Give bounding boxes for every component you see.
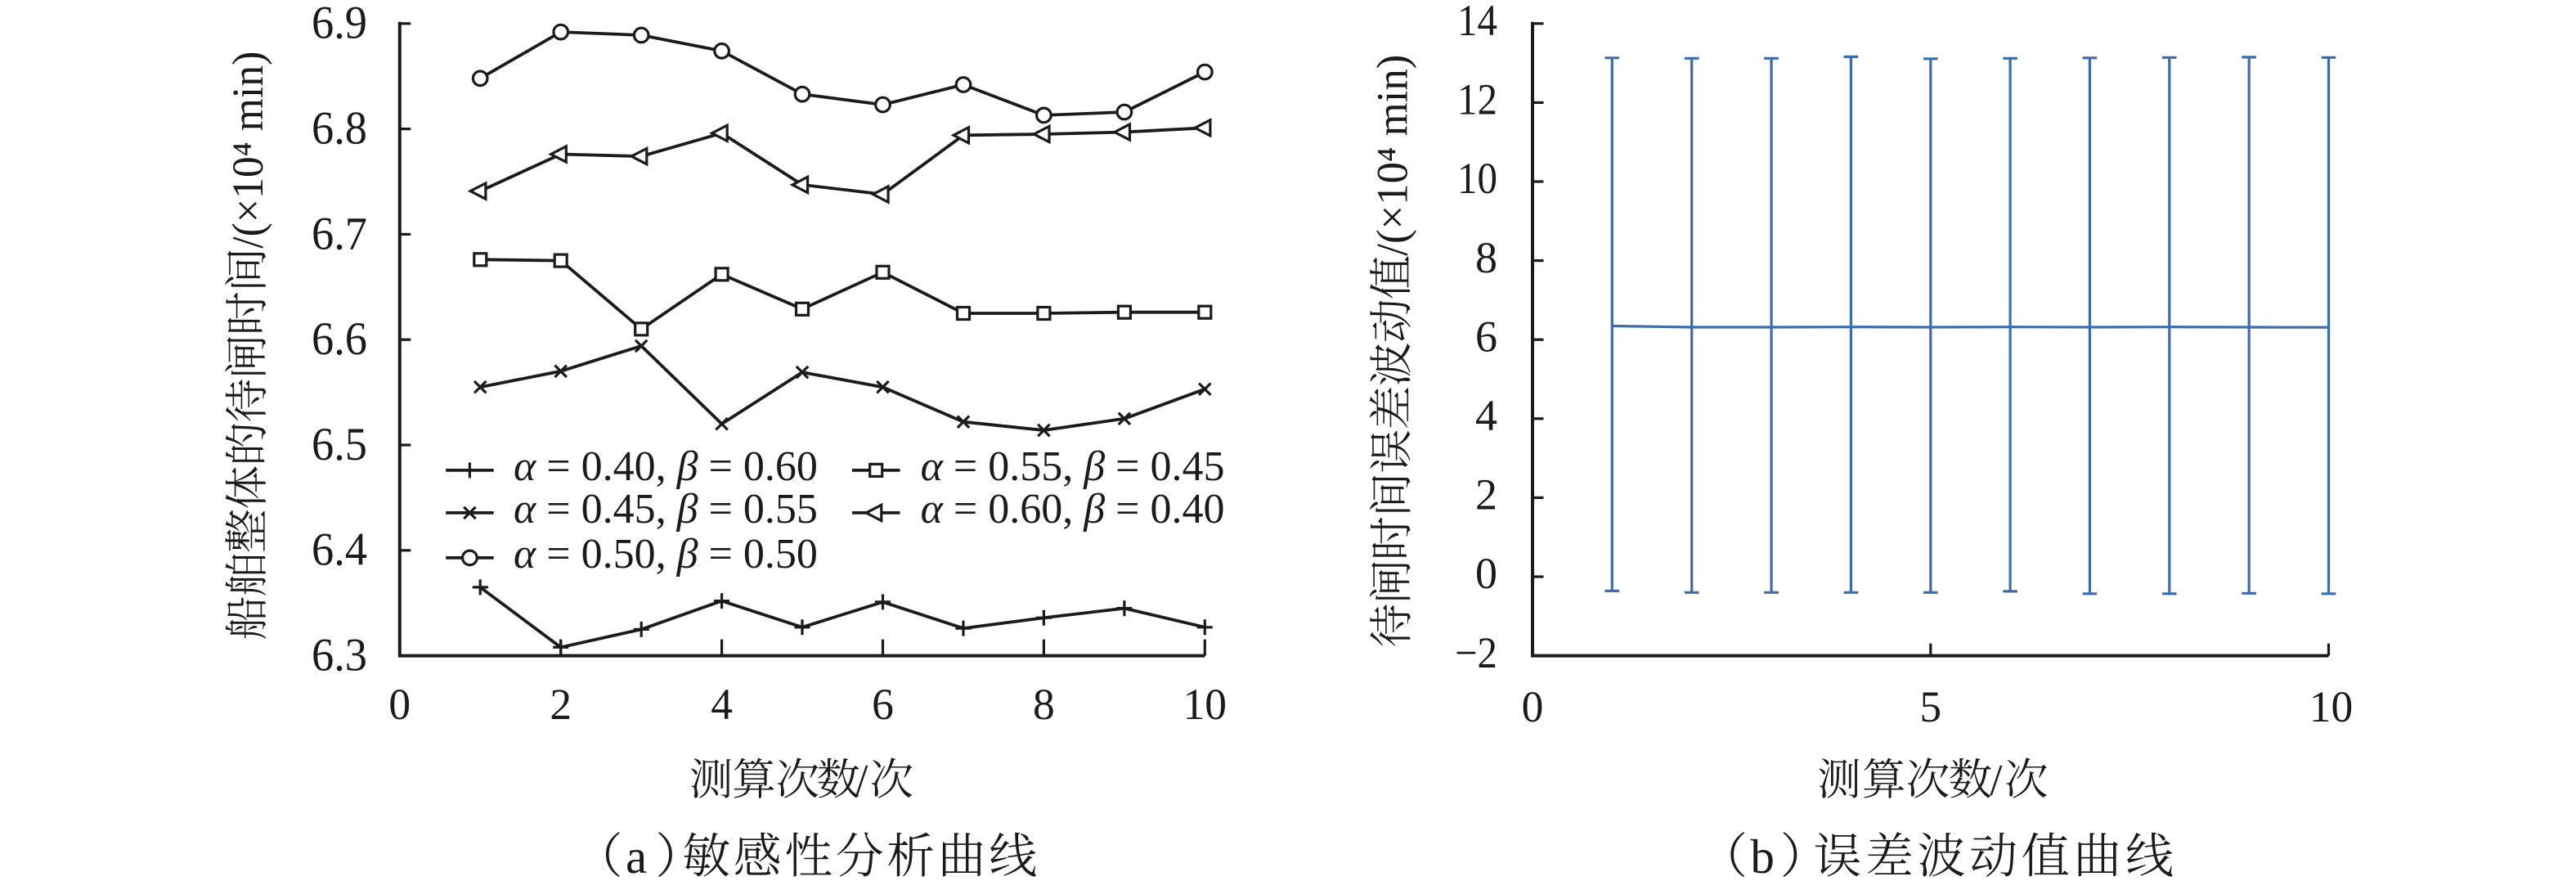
svg-text:α = 0.40, β = 0.60: α = 0.40, β = 0.60 (514, 443, 818, 490)
svg-text:6.5: 6.5 (312, 419, 367, 470)
svg-text:10: 10 (1457, 154, 1497, 203)
svg-text:6: 6 (872, 680, 894, 729)
svg-text:6.6: 6.6 (312, 313, 367, 365)
svg-text:α = 0.60, β = 0.40: α = 0.60, β = 0.40 (921, 486, 1225, 533)
svg-text:8: 8 (1475, 233, 1497, 282)
svg-text:2: 2 (550, 680, 572, 729)
svg-text:0: 0 (388, 680, 411, 729)
svg-text:/(×10⁴ min): /(×10⁴ min) (223, 52, 272, 249)
svg-text:14: 14 (1457, 0, 1497, 45)
svg-text:α = 0.55, β = 0.45: α = 0.55, β = 0.45 (921, 443, 1225, 490)
svg-text:2: 2 (1475, 470, 1497, 519)
svg-text:6.4: 6.4 (312, 524, 367, 576)
svg-text:6.3: 6.3 (312, 630, 367, 681)
svg-text:/(×10⁴ min): /(×10⁴ min) (1367, 55, 1416, 256)
svg-text:10: 10 (1183, 680, 1227, 729)
svg-text:4: 4 (1475, 391, 1497, 440)
svg-text:/: / (1990, 756, 2003, 805)
svg-text:a: a (626, 829, 647, 883)
svg-text:10: 10 (2309, 682, 2354, 731)
svg-text:b: b (1750, 829, 1775, 883)
svg-text:6.9: 6.9 (312, 0, 367, 49)
svg-text:0: 0 (1475, 549, 1497, 598)
svg-text:12: 12 (1457, 75, 1497, 124)
svg-text:8: 8 (1033, 680, 1055, 729)
svg-text:0: 0 (1522, 682, 1544, 731)
svg-text:α = 0.45, β = 0.55: α = 0.45, β = 0.55 (514, 486, 818, 533)
svg-text:4: 4 (711, 680, 733, 729)
svg-text:−2: −2 (1455, 628, 1497, 677)
svg-text:5: 5 (1919, 682, 1941, 731)
svg-text:6: 6 (1475, 312, 1497, 361)
svg-text:α = 0.50, β = 0.50: α = 0.50, β = 0.50 (514, 531, 818, 578)
svg-text:6.7: 6.7 (312, 208, 367, 259)
svg-text:/: / (856, 756, 868, 805)
svg-text:6.8: 6.8 (312, 103, 367, 155)
